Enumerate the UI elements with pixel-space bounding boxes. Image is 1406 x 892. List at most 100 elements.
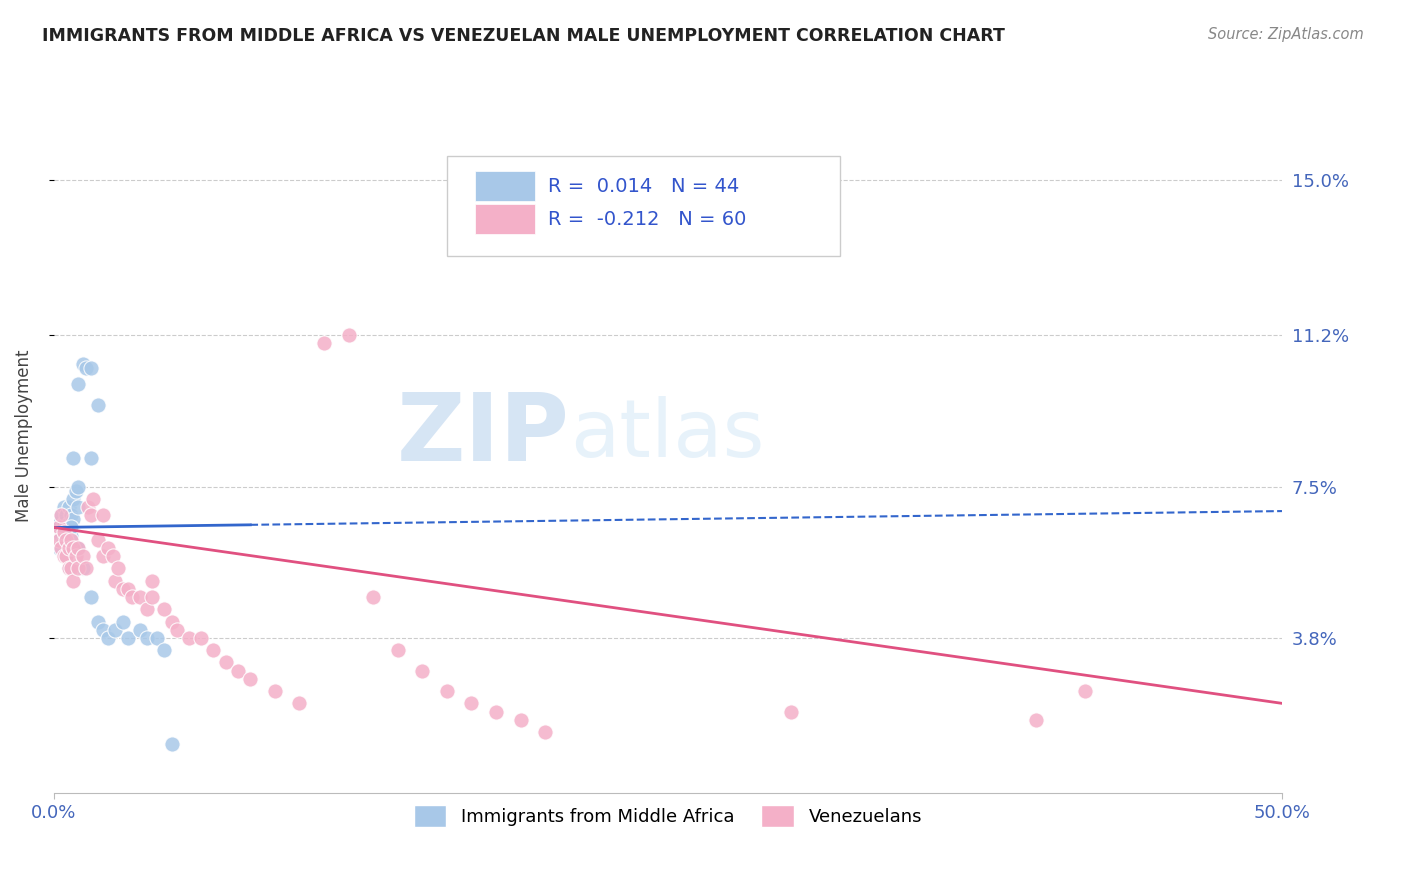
- Point: [62, 541, 84, 555]
- Point: [97, 631, 120, 645]
- Point: [239, 672, 262, 686]
- Point: [55, 520, 77, 534]
- Point: [79, 360, 101, 375]
- Point: [436, 684, 458, 698]
- Point: [87, 533, 110, 547]
- Point: [58, 561, 80, 575]
- Point: [51, 508, 73, 523]
- Point: [485, 705, 508, 719]
- Point: [79, 450, 101, 465]
- Point: [101, 549, 124, 563]
- Point: [51, 541, 73, 555]
- Point: [65, 541, 87, 555]
- Point: [534, 725, 557, 739]
- Point: [215, 656, 238, 670]
- Point: [87, 398, 110, 412]
- Text: R =  0.014   N = 44: R = 0.014 N = 44: [547, 177, 738, 195]
- Text: ZIP: ZIP: [396, 390, 569, 482]
- Point: [79, 590, 101, 604]
- Point: [1025, 713, 1047, 727]
- Point: [91, 549, 114, 563]
- Point: [52, 500, 75, 514]
- Point: [67, 541, 90, 555]
- Point: [337, 328, 360, 343]
- FancyBboxPatch shape: [475, 171, 536, 202]
- Point: [62, 574, 84, 588]
- Point: [104, 623, 127, 637]
- Point: [146, 631, 169, 645]
- Point: [779, 705, 801, 719]
- Point: [67, 541, 90, 555]
- Point: [411, 664, 433, 678]
- Point: [60, 533, 83, 547]
- Point: [48, 533, 70, 547]
- Point: [60, 508, 83, 523]
- Point: [67, 561, 90, 575]
- Point: [51, 508, 73, 523]
- Point: [128, 623, 150, 637]
- Point: [264, 684, 287, 698]
- Point: [136, 631, 159, 645]
- Point: [58, 516, 80, 531]
- Point: [1074, 684, 1097, 698]
- Point: [67, 479, 90, 493]
- Point: [48, 520, 70, 534]
- Text: IMMIGRANTS FROM MIDDLE AFRICA VS VENEZUELAN MALE UNEMPLOYMENT CORRELATION CHART: IMMIGRANTS FROM MIDDLE AFRICA VS VENEZUE…: [42, 27, 1005, 45]
- Point: [60, 528, 83, 542]
- FancyBboxPatch shape: [475, 204, 536, 235]
- Text: Source: ZipAtlas.com: Source: ZipAtlas.com: [1208, 27, 1364, 42]
- Point: [62, 491, 84, 506]
- Point: [55, 549, 77, 563]
- Text: atlas: atlas: [569, 396, 763, 475]
- Point: [48, 516, 70, 531]
- Point: [52, 549, 75, 563]
- Point: [460, 697, 482, 711]
- Point: [75, 360, 97, 375]
- Point: [312, 336, 335, 351]
- Point: [65, 549, 87, 563]
- Point: [141, 590, 163, 604]
- Point: [77, 500, 100, 514]
- Point: [55, 533, 77, 547]
- Point: [52, 516, 75, 531]
- Point: [52, 524, 75, 539]
- Point: [62, 512, 84, 526]
- Point: [111, 615, 134, 629]
- Point: [97, 541, 120, 555]
- Point: [55, 549, 77, 563]
- Point: [58, 500, 80, 514]
- Point: [65, 483, 87, 498]
- Point: [58, 541, 80, 555]
- Y-axis label: Male Unemployment: Male Unemployment: [15, 349, 32, 522]
- Point: [153, 602, 176, 616]
- Point: [361, 590, 384, 604]
- Point: [141, 574, 163, 588]
- Point: [51, 524, 73, 539]
- Point: [111, 582, 134, 596]
- Point: [387, 643, 409, 657]
- Point: [91, 508, 114, 523]
- Point: [79, 508, 101, 523]
- Point: [121, 590, 143, 604]
- Point: [72, 357, 94, 371]
- Point: [190, 631, 212, 645]
- Point: [128, 590, 150, 604]
- Point: [160, 615, 183, 629]
- Point: [48, 541, 70, 555]
- Point: [72, 549, 94, 563]
- Point: [51, 528, 73, 542]
- Point: [82, 491, 104, 506]
- Point: [72, 561, 94, 575]
- Point: [160, 737, 183, 751]
- Point: [107, 561, 129, 575]
- Point: [67, 377, 90, 392]
- Legend: Immigrants from Middle Africa, Venezuelans: Immigrants from Middle Africa, Venezuela…: [406, 798, 929, 834]
- Point: [60, 520, 83, 534]
- Text: R =  -0.212   N = 60: R = -0.212 N = 60: [547, 210, 747, 228]
- Point: [52, 533, 75, 547]
- Point: [136, 602, 159, 616]
- Point: [117, 631, 139, 645]
- Point: [509, 713, 531, 727]
- Point: [226, 664, 249, 678]
- Point: [104, 574, 127, 588]
